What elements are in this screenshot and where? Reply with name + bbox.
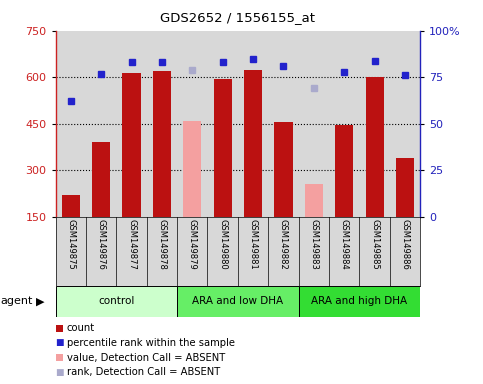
Text: ■: ■ [55, 338, 63, 348]
Text: GSM149881: GSM149881 [249, 219, 257, 270]
Bar [366, 77, 384, 217]
Bar [153, 71, 171, 217]
Bar [92, 142, 110, 217]
Text: count: count [67, 323, 95, 333]
Bar [183, 121, 201, 217]
Bar [305, 184, 323, 217]
Text: GSM149885: GSM149885 [370, 219, 379, 270]
Bar [177, 286, 298, 317]
Text: value, Detection Call = ABSENT: value, Detection Call = ABSENT [67, 353, 225, 362]
Bar [122, 73, 141, 217]
Text: GSM149883: GSM149883 [309, 219, 318, 270]
Text: GSM149884: GSM149884 [340, 219, 349, 270]
Bar [244, 70, 262, 217]
Text: GSM149880: GSM149880 [218, 219, 227, 270]
Text: GSM149886: GSM149886 [400, 219, 410, 270]
Bar [274, 122, 293, 217]
Text: ARA and high DHA: ARA and high DHA [312, 296, 408, 306]
Bar [62, 195, 80, 217]
Text: GSM149876: GSM149876 [97, 219, 106, 270]
Text: GSM149882: GSM149882 [279, 219, 288, 270]
Bar [335, 126, 354, 217]
Text: GSM149879: GSM149879 [188, 219, 197, 270]
Text: control: control [98, 296, 134, 306]
Text: rank, Detection Call = ABSENT: rank, Detection Call = ABSENT [67, 367, 220, 377]
Bar [56, 286, 177, 317]
Text: ■: ■ [55, 367, 63, 377]
Bar [298, 286, 420, 317]
Text: GSM149877: GSM149877 [127, 219, 136, 270]
Text: GDS2652 / 1556155_at: GDS2652 / 1556155_at [160, 12, 315, 25]
Text: agent: agent [0, 296, 33, 306]
Text: GSM149875: GSM149875 [66, 219, 75, 270]
Text: ARA and low DHA: ARA and low DHA [192, 296, 284, 306]
Text: GSM149878: GSM149878 [157, 219, 167, 270]
Bar [213, 79, 232, 217]
Bar [396, 158, 414, 217]
Text: ▶: ▶ [36, 296, 45, 306]
Text: percentile rank within the sample: percentile rank within the sample [67, 338, 235, 348]
